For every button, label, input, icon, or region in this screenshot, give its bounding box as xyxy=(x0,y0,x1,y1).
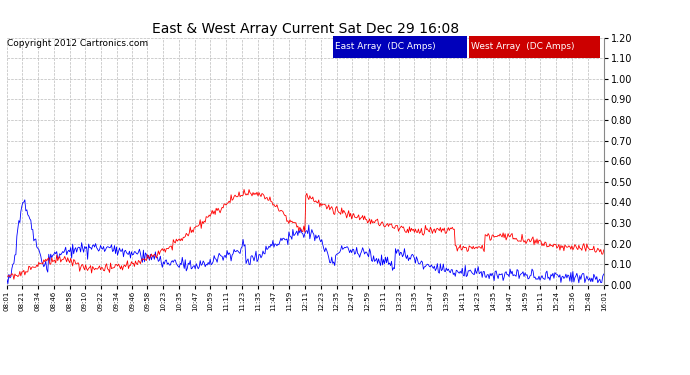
Text: West Array  (DC Amps): West Array (DC Amps) xyxy=(471,42,575,51)
Title: East & West Array Current Sat Dec 29 16:08: East & West Array Current Sat Dec 29 16:… xyxy=(152,22,459,36)
Text: East Array  (DC Amps): East Array (DC Amps) xyxy=(335,42,436,51)
Text: Copyright 2012 Cartronics.com: Copyright 2012 Cartronics.com xyxy=(7,39,148,48)
